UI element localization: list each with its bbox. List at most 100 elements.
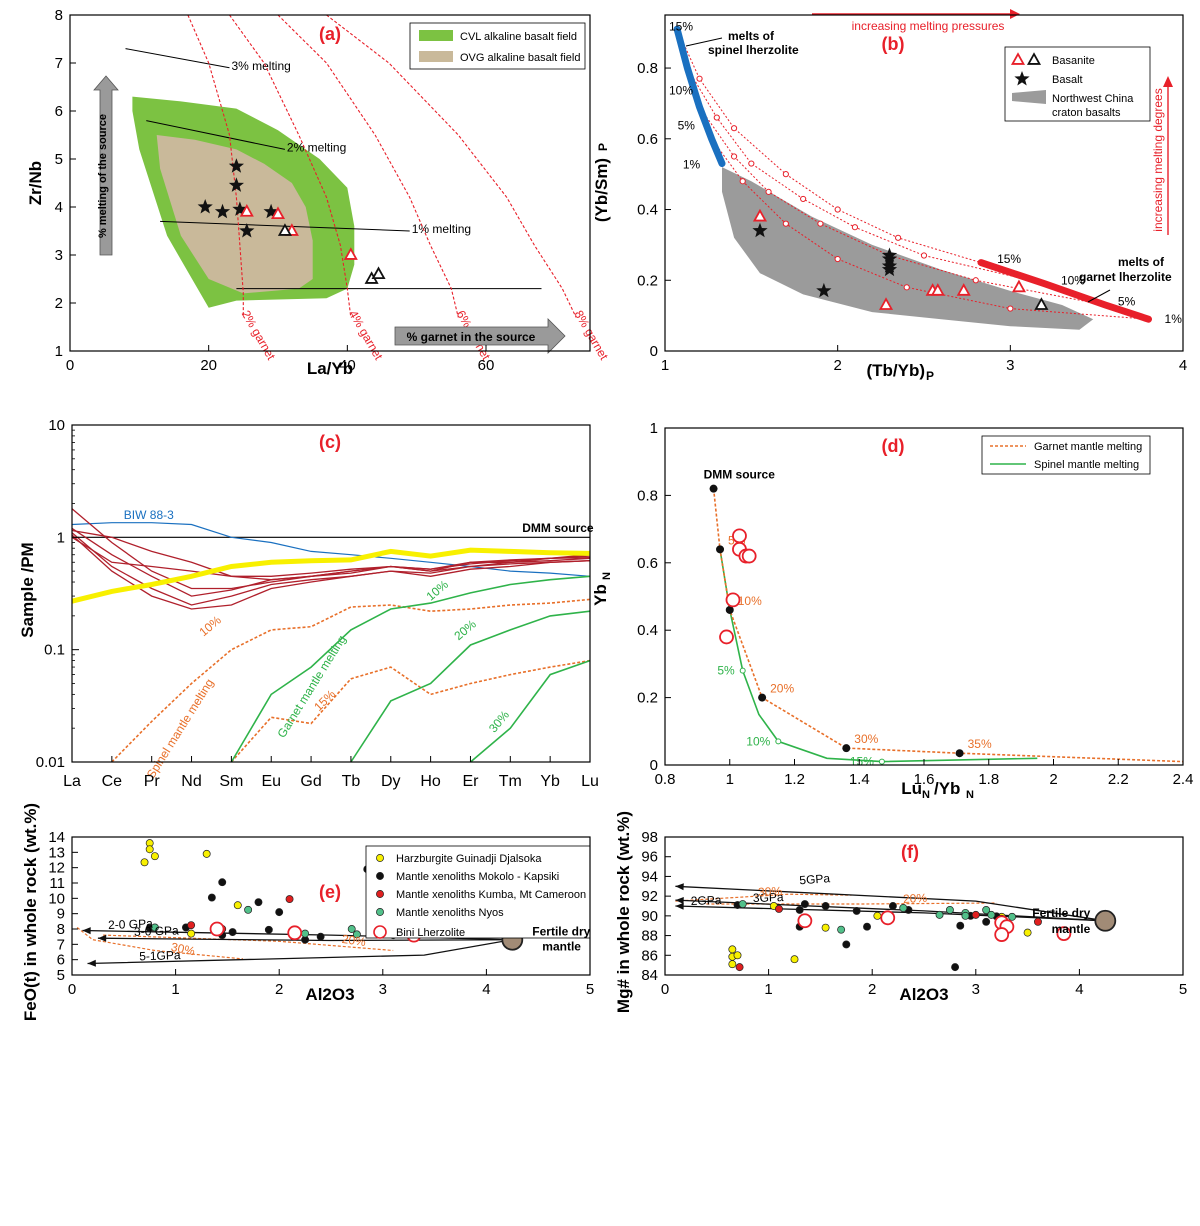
basalt-star	[881, 261, 898, 277]
y-axis-a-tick-label: 5	[55, 151, 63, 168]
x-axis-label-b: (Tb/Yb)	[866, 361, 925, 380]
bini-lherzolite-circle	[725, 592, 741, 608]
legend-label: craton basalts	[1052, 107, 1121, 119]
y-axis-a-tick-label: 1	[55, 343, 63, 360]
x-axis-c-tick-label: Ce	[102, 773, 123, 790]
fertile-mantle-label: Fertile dry	[1032, 906, 1090, 920]
y-axis-e-tick-label: 12	[48, 860, 65, 877]
mixing-node	[782, 171, 789, 178]
x-axis-b-tick-label: 3	[1006, 357, 1014, 374]
xenolith-dot	[301, 929, 310, 938]
xenolith-dot	[1008, 912, 1017, 921]
panel-label-b: (b)	[882, 34, 905, 54]
xenolith-dot	[837, 925, 846, 934]
spinel-melting-line	[230, 659, 591, 763]
x-axis-f-tick-label: 0	[661, 981, 669, 998]
xenolith-dot	[352, 930, 361, 939]
garnet-curve-label: 2% garnet	[239, 308, 279, 363]
pressure-trend-arrowhead	[675, 902, 684, 910]
xenolith-dot	[733, 951, 742, 960]
xenolith-dot	[728, 945, 737, 954]
melt-degree-line	[675, 893, 852, 902]
mixing-node	[895, 234, 902, 241]
garnet-curve	[229, 14, 352, 318]
y-axis-e-tick-label: 11	[49, 875, 65, 892]
basanite-triangle	[878, 297, 894, 310]
xenolith-dot	[795, 905, 804, 914]
garnet-curve	[277, 14, 459, 318]
y-axis-d-tick-label: 0.6	[637, 555, 658, 572]
basanite-triangle	[930, 283, 945, 296]
xenolith-dot	[775, 905, 783, 913]
y-axis-a-tick-label: 6	[55, 103, 63, 120]
legend-basalt-marker	[1014, 71, 1030, 86]
basanite-triangle	[239, 204, 254, 217]
x-axis-c-tick-label: Yb	[540, 773, 560, 790]
y-axis-b-tick-label: 0.4	[637, 202, 658, 219]
y-axis-e-tick-label: 5	[57, 967, 65, 984]
y-axis-label-b: (Yb/Sm)	[592, 158, 611, 222]
x-axis-e-tick-label: 3	[379, 981, 387, 998]
y-axis-c-tick-label: 10	[48, 417, 65, 434]
x-axis-c-tick-label: Sm	[219, 773, 243, 790]
y-axis-b-tick-label: 0.2	[637, 272, 658, 289]
legend-swatch	[419, 51, 453, 62]
x-axis-c-tick-label: Eu	[261, 773, 281, 790]
northwest-china-field	[722, 167, 1094, 330]
x-axis-label-e: Al2O3	[305, 985, 354, 1004]
x-axis-b-tick-label: 1	[661, 357, 669, 374]
xenolith-dot	[145, 845, 154, 854]
biw-88-3-label: BIW 88-3	[124, 508, 174, 522]
y-axis-label-e: FeO(t) in whole rock (wt.%)	[21, 803, 40, 1021]
xenolith-dot	[982, 917, 991, 926]
y-axis-f-tick-label: 90	[641, 908, 658, 925]
legend-field-swatch	[1012, 90, 1046, 104]
legend-label: Mantle xenoliths Mokolo - Kapsiki	[396, 871, 559, 883]
fertile-mantle-label: Fertile dry	[532, 925, 590, 939]
panel-label-a: (a)	[319, 24, 341, 44]
y-axis-e-tick-label: 10	[48, 890, 65, 907]
xenolith-dot	[738, 900, 747, 908]
xenolith-dot	[790, 955, 799, 964]
garnet-melting-line	[469, 659, 591, 763]
sample-line	[71, 536, 591, 577]
garnet-pct-label: 20%	[770, 682, 794, 696]
bini-lherzolite-circle	[741, 548, 757, 564]
spinel-pct-label: 1%	[683, 158, 701, 172]
spinel-node	[739, 667, 746, 674]
garnet-melting-line	[350, 610, 591, 763]
dmm-source-label: DMM source	[704, 468, 776, 482]
garnet-node	[955, 749, 964, 758]
xenolith-dot	[935, 910, 944, 919]
xenolith-dot	[285, 895, 294, 904]
garnet-melt-curve	[977, 259, 1152, 323]
y-axis-label-b-sub: P	[596, 143, 610, 151]
spinel-melting-curve	[719, 549, 1038, 763]
garnet-pct-label: 15%	[997, 252, 1021, 266]
melting-line	[146, 120, 286, 150]
garnet-curve-label: 4% garnet	[346, 308, 386, 363]
xenolith-dot	[207, 893, 216, 902]
garnet-curve	[326, 14, 577, 318]
garnet-pct-label: 10%	[1061, 273, 1085, 287]
x-axis-e-tick-label: 1	[171, 981, 179, 998]
y-axis-a-tick-label: 3	[55, 247, 63, 264]
bini-lherzolite-circle	[1056, 926, 1072, 941]
mixing-node	[1007, 305, 1014, 312]
y-axis-c-tick-label: 0.1	[44, 642, 65, 659]
melting-degree-arrowhead	[1163, 76, 1173, 87]
spinel-melting-label: Spinel mantle melting	[144, 676, 217, 781]
x-axis-c-tick-label: Gd	[300, 773, 321, 790]
xenolith-dot	[150, 923, 159, 932]
spinel-pct-label: 15%	[850, 755, 874, 769]
basalt-star	[752, 222, 768, 238]
pressure-trend-arrowhead	[675, 896, 684, 904]
dmm-source-label: DMM source	[522, 521, 594, 535]
pressure-trend-arrowhead	[675, 883, 684, 891]
mixing-node	[834, 206, 841, 213]
y-axis-e-tick-label: 7	[57, 936, 65, 953]
mixing-node	[817, 220, 824, 227]
x-axis-c-tick-label: Tm	[499, 773, 522, 790]
spinel-pct-label: 10%	[746, 734, 770, 748]
x-axis-label-f: Al2O3	[899, 985, 948, 1004]
